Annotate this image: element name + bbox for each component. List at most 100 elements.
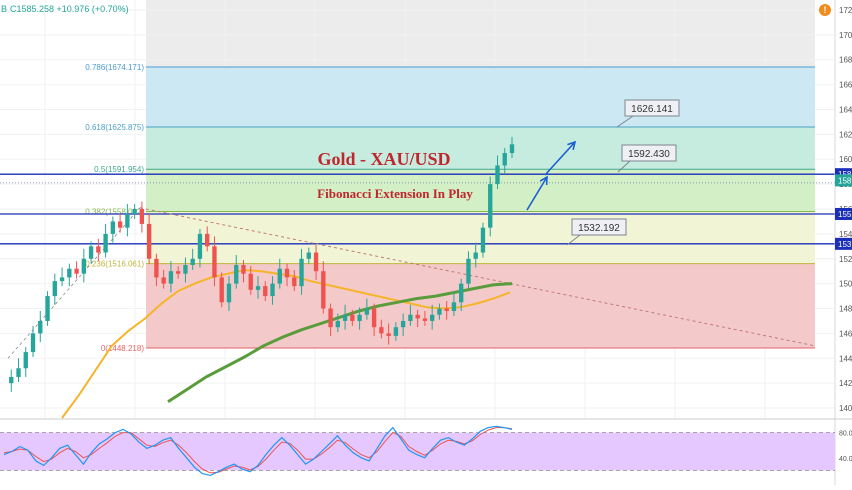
- candle-body: [495, 165, 500, 185]
- candle: [502, 148, 507, 175]
- candle: [495, 155, 500, 190]
- candle: [9, 369, 14, 392]
- fib-label-0.236: 0.236(1516.061): [85, 260, 144, 269]
- candle-body: [459, 283, 464, 303]
- candle-body: [393, 327, 399, 336]
- candle-body: [408, 314, 413, 321]
- candle-body: [234, 264, 239, 284]
- price-tick-label: 1640: [839, 105, 852, 114]
- candle: [473, 242, 478, 268]
- candle-body: [30, 333, 36, 353]
- candle: [38, 311, 43, 343]
- candle: [74, 261, 79, 279]
- candle-body: [9, 376, 14, 384]
- candle-body: [263, 286, 268, 297]
- axis-price-tag-label: 153: [838, 240, 852, 249]
- candle-body: [444, 308, 449, 312]
- candle-body: [125, 213, 130, 228]
- candle-body: [321, 271, 326, 309]
- axis-last-price-label: 158: [838, 176, 852, 185]
- candle-body: [350, 314, 355, 321]
- alert-icon[interactable]: [819, 4, 831, 16]
- candle-body: [415, 314, 420, 319]
- arrow-shaft: [526, 176, 548, 211]
- candle: [393, 322, 399, 341]
- candle: [263, 281, 268, 302]
- candle-body: [146, 223, 152, 259]
- candle: [415, 309, 420, 328]
- price-tick-label: 1500: [839, 280, 852, 289]
- candle-body: [59, 277, 65, 282]
- candle: [313, 245, 319, 280]
- fib-label-0: 0(1448.218): [101, 344, 144, 353]
- candle-body: [132, 209, 137, 214]
- candle: [299, 248, 304, 295]
- candle-body: [197, 233, 203, 259]
- candle-body: [255, 286, 261, 290]
- candle: [357, 307, 362, 330]
- candle-body: [226, 283, 232, 303]
- price-callout-2: 1532.192: [566, 218, 627, 246]
- price-callout-0: 1626.141: [616, 99, 680, 128]
- candle-body: [248, 273, 253, 290]
- axis-last-price-tag: [835, 174, 852, 187]
- price-tick-label: 1540: [839, 230, 852, 239]
- symbol-fragment: B: [1, 4, 7, 14]
- price-callout-1: 1592.430: [617, 144, 677, 173]
- candle-body: [45, 296, 50, 321]
- candle: [277, 258, 282, 289]
- candle-body: [342, 314, 348, 321]
- chart-subtitle: Fibonacci Extension In Play: [317, 186, 473, 201]
- candle: [306, 247, 311, 264]
- candle-body: [379, 327, 384, 334]
- candle-body: [451, 302, 457, 312]
- candle: [212, 236, 217, 287]
- fib-label-0.618: 0.618(1625.875): [85, 123, 144, 132]
- fib-band-0.618: [146, 66, 815, 128]
- oscillator-k-line: [3, 425, 513, 477]
- alert-icon-glyph: !: [824, 5, 827, 15]
- trendline: [139, 207, 816, 347]
- candle: [52, 273, 57, 305]
- candle: [408, 304, 413, 326]
- candle-body: [371, 308, 377, 328]
- candle-body: [335, 320, 341, 328]
- arrow-head: [539, 175, 548, 186]
- fib-band-0.5: [146, 127, 815, 170]
- candle-body: [502, 153, 507, 166]
- candle: [45, 291, 50, 326]
- candle: [451, 292, 457, 316]
- fib-band-0.382: [146, 169, 815, 212]
- candle: [103, 223, 108, 258]
- price-tick-label: 1680: [839, 56, 852, 65]
- candle: [23, 347, 28, 377]
- fib-extension-shade: [146, 0, 815, 67]
- candle: [110, 216, 116, 243]
- candle: [321, 261, 326, 314]
- price-tick-label: 1400: [839, 404, 852, 413]
- fib-band-0: [146, 263, 815, 349]
- candle: [139, 201, 145, 233]
- candle: [205, 226, 210, 252]
- candle: [466, 251, 471, 289]
- candle: [292, 269, 297, 292]
- candle-body: [212, 246, 217, 278]
- axis-price-tag-label: 155: [838, 210, 852, 219]
- candle: [444, 301, 449, 320]
- candle-body: [52, 281, 57, 297]
- arrow-up-large: [544, 140, 577, 176]
- candle-body: [509, 144, 515, 154]
- candle: [488, 176, 493, 237]
- candle-body: [357, 314, 362, 321]
- candle-body: [437, 308, 442, 315]
- candle: [328, 303, 333, 336]
- candle-body: [110, 221, 116, 234]
- candle: [81, 248, 87, 283]
- candle: [59, 267, 65, 287]
- candle-body: [364, 308, 370, 315]
- price-tick-label: 1440: [839, 354, 852, 363]
- candle: [30, 325, 36, 358]
- candle-body: [270, 283, 275, 297]
- candle: [16, 358, 21, 382]
- candle: [371, 303, 377, 336]
